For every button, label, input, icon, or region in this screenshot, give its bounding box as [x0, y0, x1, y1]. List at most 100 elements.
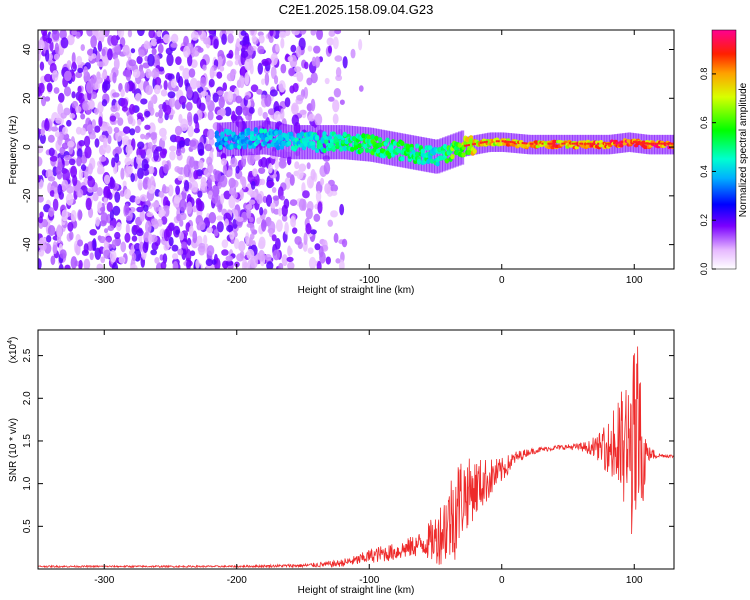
- spectrogram-noise-cell: [38, 144, 44, 154]
- spectrogram-noise-cell: [100, 206, 106, 213]
- spectrogram-noise-cell: [182, 67, 191, 80]
- spectrogram-noise-cell: [233, 238, 240, 250]
- spectrogram-noise-cell: [38, 39, 45, 50]
- spectrogram-noise-cell: [80, 44, 85, 51]
- spectrogram-noise-cell: [207, 190, 214, 200]
- spectrogram-noise-cell: [264, 94, 272, 107]
- spectrogram-noise-cell: [287, 56, 293, 62]
- spectrogram-signal-cell: [262, 128, 268, 134]
- spectrogram-noise-cell: [163, 164, 169, 174]
- spectrogram-noise-cell: [53, 53, 60, 61]
- spectrogram-noise-cell: [189, 156, 195, 168]
- spectrogram-signal-cell: [281, 141, 286, 147]
- spectrogram-noise-cell: [270, 52, 278, 66]
- spectrogram-noise-cell: [49, 155, 58, 162]
- spectrogram-signal-cell: [552, 139, 557, 144]
- spectrogram-noise-cell: [245, 203, 253, 210]
- spectrogram-noise-cell: [124, 203, 130, 216]
- spectrogram-noise-cell: [80, 164, 87, 172]
- spectrogram-noise-cell: [124, 82, 130, 94]
- spectrogram-noise-cell: [221, 33, 227, 45]
- spectrogram-noise-cell: [137, 167, 144, 180]
- spectrogram-noise-cell: [245, 232, 250, 246]
- spectrogram-noise-cell: [127, 30, 133, 38]
- spectrogram-noise-cell: [154, 257, 160, 264]
- snr-panel: -300 -200 -100 0 100 0.5 1.0 1.5 2.0 2.5 Height …: [7, 329, 675, 596]
- spectrogram-noise-cell: [83, 243, 89, 254]
- spectrogram-noise-cell: [227, 33, 234, 44]
- spectrogram-signal-peak: [535, 142, 538, 145]
- spectrogram-signal-cell: [415, 151, 420, 157]
- spectrogram-noise-cell: [342, 56, 348, 69]
- snr-y-multiplier: (x104): [7, 337, 19, 364]
- spectrogram-noise-cell: [220, 157, 228, 166]
- spectrogram-noise-cell: [176, 167, 182, 174]
- spectrogram-noise-cell: [157, 43, 164, 54]
- spectrogram-noise-cell: [261, 78, 266, 86]
- spectrogram-signal-cell: [361, 133, 366, 139]
- spectrogram-noise-cell: [264, 72, 270, 86]
- spectrogram-signal-cell: [619, 143, 624, 148]
- spectrogram-signal-cell: [377, 137, 383, 143]
- spectrogram-noise-cell: [134, 196, 141, 205]
- spectrogram-noise-cell: [142, 62, 150, 69]
- spectrogram-noise-cell: [44, 73, 52, 83]
- spectrogram-noise-cell: [248, 199, 256, 205]
- spectrogram-noise-cell: [250, 256, 258, 269]
- spectrogram-noise-cell: [179, 140, 185, 148]
- spectrogram-noise-cell: [109, 115, 117, 122]
- spectrogram-noise-cell: [306, 162, 311, 170]
- snr-y-tick-label: 2.5: [22, 348, 33, 362]
- spectrogram-noise-cell: [112, 262, 119, 269]
- spectrogram-noise-cell: [324, 183, 331, 195]
- spectrogram-noise-cell: [179, 212, 187, 221]
- spectrogram-noise-cell: [208, 137, 215, 146]
- spectrogram-noise-cell: [236, 37, 241, 48]
- spectrogram-noise-cell: [80, 113, 86, 120]
- spectrogram-noise-cell: [60, 112, 67, 119]
- spectrogram-signal-peak: [652, 142, 655, 145]
- spectrogram-noise-cell: [129, 103, 136, 115]
- spectrogram-noise-cell: [38, 49, 41, 62]
- spectrogram-signal-peak: [547, 142, 550, 145]
- spectrogram-noise-cell: [244, 94, 250, 101]
- spectrogram-noise-cell: [277, 207, 283, 217]
- spectrogram-signal-halo: [219, 122, 224, 157]
- spectrogram-noise-cell: [334, 55, 343, 62]
- colorbar-gradient: [711, 29, 737, 270]
- spectrogram-noise-cell: [278, 31, 287, 39]
- spectrogram-noise-cell: [292, 82, 299, 93]
- spectrogram-noise-cell: [221, 239, 229, 249]
- spectrogram-noise-cell: [314, 243, 321, 251]
- spectrogram-signal-cell: [359, 147, 364, 153]
- spectrogram-noise-cell: [203, 37, 210, 45]
- spectrogram-noise-cell: [124, 232, 131, 243]
- spectrogram-noise-cell: [189, 77, 198, 90]
- spectrogram-noise-cell: [228, 177, 236, 188]
- spectrogram-signal-peak: [467, 144, 470, 147]
- spectrogram-noise-cell: [281, 204, 288, 217]
- spectrogram-noise-cell: [238, 75, 245, 89]
- spectrogram-signal-cell: [466, 149, 472, 156]
- spectrogram-noise-cell: [40, 95, 47, 107]
- spectrogram-noise-cell: [284, 221, 289, 235]
- spectrogram-signal-cell: [396, 148, 401, 154]
- spectrogram-noise-cell: [87, 163, 93, 175]
- spectrogram-signal-peak: [605, 142, 608, 145]
- spectrogram-signal-peak: [551, 142, 554, 145]
- figure-title: C2E1.2025.158.09.04.G23: [279, 2, 434, 17]
- spectrogram-noise-cell: [135, 93, 142, 102]
- spectrogram-noise-cell: [224, 106, 232, 117]
- spectrogram-noise-cell: [86, 124, 94, 133]
- spectrogram-signal-peak: [591, 142, 594, 145]
- spectrogram-noise-cell: [147, 53, 155, 67]
- spectrogram-noise-cell: [268, 36, 274, 43]
- spectrogram-signal-halo: [434, 139, 438, 174]
- spectrogram-signal-cell: [364, 147, 370, 153]
- spectrogram-noise-cell: [69, 113, 76, 119]
- spectrogram-noise-cell: [238, 240, 246, 252]
- spectrogram-noise-cell: [296, 94, 305, 101]
- spectrogram-noise-cell: [111, 239, 117, 249]
- spectrogram-noise-cell: [66, 34, 75, 46]
- spectrogram-noise-cell: [257, 62, 264, 75]
